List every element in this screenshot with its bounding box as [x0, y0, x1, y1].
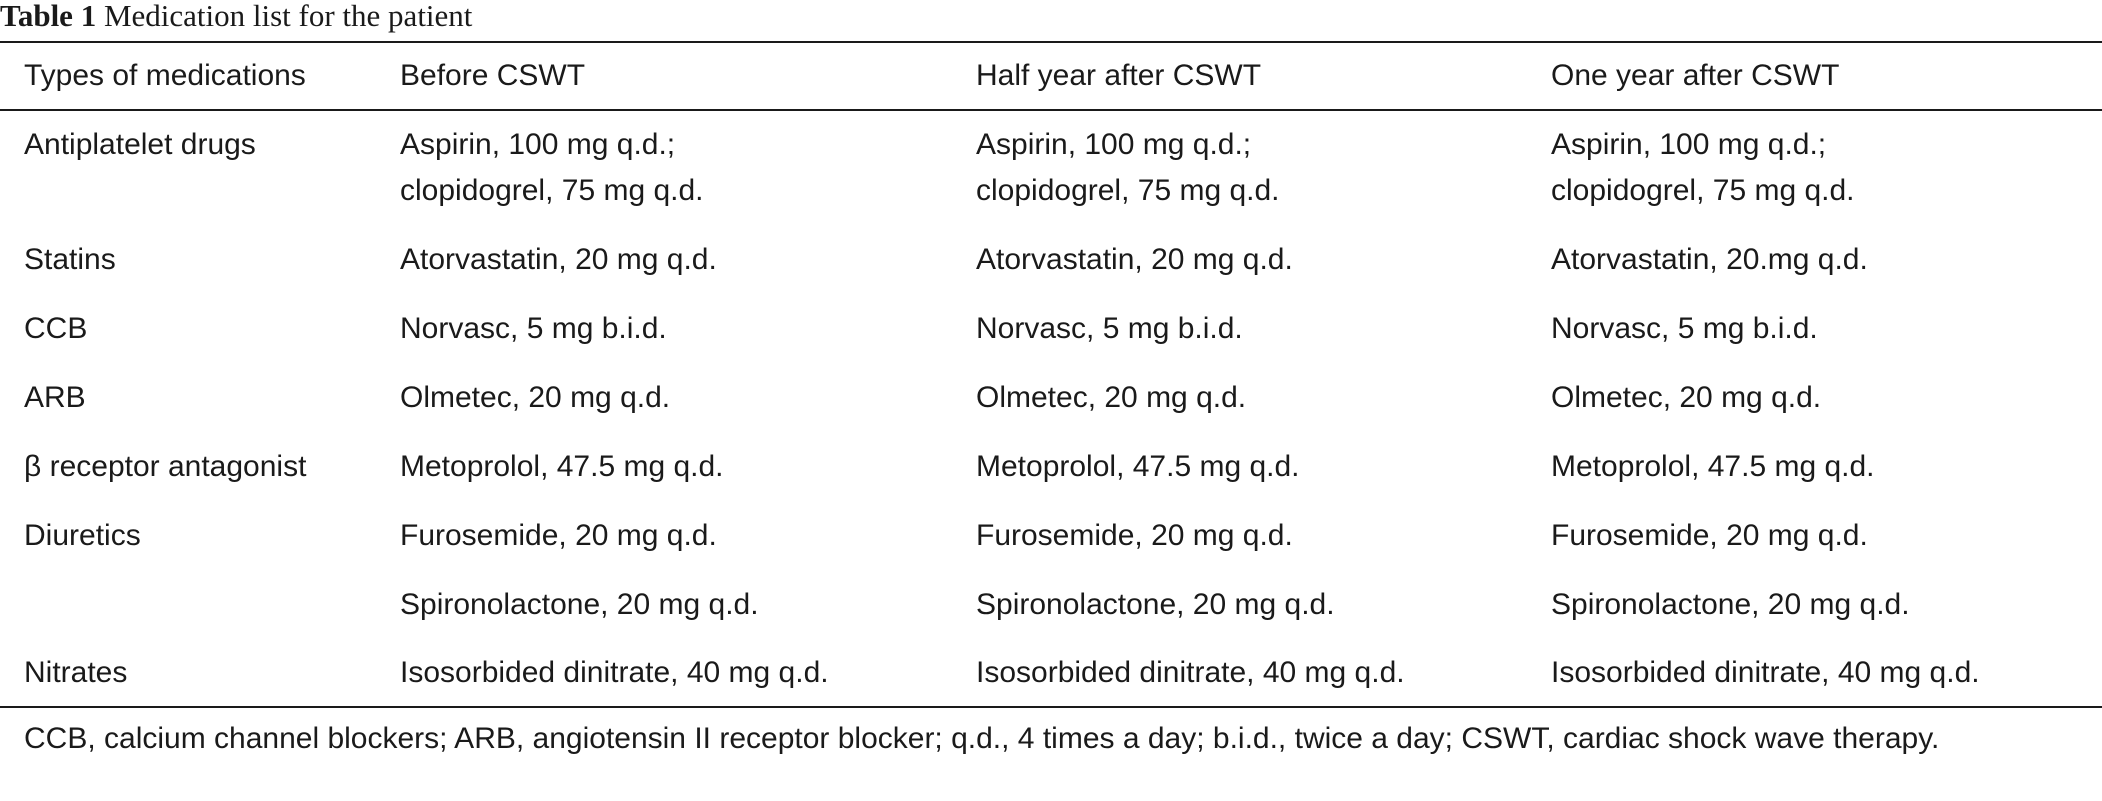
table-footnote: CCB, calcium channel blockers; ARB, angi…: [24, 722, 1940, 755]
table-bottom-rule: [0, 706, 2102, 708]
table-top-rule: [0, 41, 2102, 43]
table-cell: Metoprolol, 47.5 mg q.d.: [976, 450, 1300, 483]
table-cell: Aspirin, 100 mg q.d.;: [1551, 128, 1827, 161]
table-cell: Metoprolol, 47.5 mg q.d.: [400, 450, 724, 483]
table-cell: clopidogrel, 75 mg q.d.: [1551, 174, 1855, 207]
table-cell: Furosemide, 20 mg q.d.: [976, 519, 1293, 552]
table-cell: Aspirin, 100 mg q.d.;: [400, 128, 676, 161]
table-cell: Isosorbided dinitrate, 40 mg q.d.: [1551, 656, 1980, 689]
table-cell: Atorvastatin, 20.mg q.d.: [1551, 243, 1868, 276]
table-cell: Spironolactone, 20 mg q.d.: [1551, 588, 1910, 621]
table-cell: Furosemide, 20 mg q.d.: [1551, 519, 1868, 552]
table-caption: Table 1 Medication list for the patient: [0, 0, 472, 32]
table-cell: Aspirin, 100 mg q.d.;: [976, 128, 1252, 161]
table-header-rule: [0, 109, 2102, 111]
table-cell: Spironolactone, 20 mg q.d.: [976, 588, 1335, 621]
table-header-half-year: Half year after CSWT: [976, 59, 1262, 92]
table-cell: Atorvastatin, 20 mg q.d.: [400, 243, 717, 276]
table-cell: Olmetec, 20 mg q.d.: [1551, 381, 1822, 414]
table-cell: Isosorbided dinitrate, 40 mg q.d.: [400, 656, 829, 689]
table-caption-text: Medication list for the patient: [103, 0, 473, 33]
table-cell: Antiplatelet drugs: [24, 128, 256, 161]
table-cell: ARB: [24, 381, 86, 414]
table-cell: Metoprolol, 47.5 mg q.d.: [1551, 450, 1875, 483]
table-cell: β receptor antagonist: [24, 450, 307, 483]
table-caption-label: Table 1: [0, 0, 97, 33]
table-cell: Furosemide, 20 mg q.d.: [400, 519, 717, 552]
table-cell: Isosorbided dinitrate, 40 mg q.d.: [976, 656, 1405, 689]
table-cell: Diuretics: [24, 519, 141, 552]
table-cell: Olmetec, 20 mg q.d.: [400, 381, 671, 414]
table-cell: clopidogrel, 75 mg q.d.: [976, 174, 1280, 207]
table-cell: Norvasc, 5 mg b.i.d.: [1551, 312, 1818, 345]
table-cell: CCB: [24, 312, 88, 345]
table-cell: Spironolactone, 20 mg q.d.: [400, 588, 759, 621]
table-cell: Olmetec, 20 mg q.d.: [976, 381, 1247, 414]
table-header-before: Before CSWT: [400, 59, 586, 92]
table-cell: Nitrates: [24, 656, 128, 689]
table-cell: clopidogrel, 75 mg q.d.: [400, 174, 704, 207]
table-cell: Atorvastatin, 20 mg q.d.: [976, 243, 1293, 276]
table-header-types: Types of medications: [24, 59, 306, 92]
table-header-one-year: One year after CSWT: [1551, 59, 1840, 92]
table-cell: Norvasc, 5 mg b.i.d.: [976, 312, 1243, 345]
table-cell: Statins: [24, 243, 116, 276]
table-cell: Norvasc, 5 mg b.i.d.: [400, 312, 667, 345]
